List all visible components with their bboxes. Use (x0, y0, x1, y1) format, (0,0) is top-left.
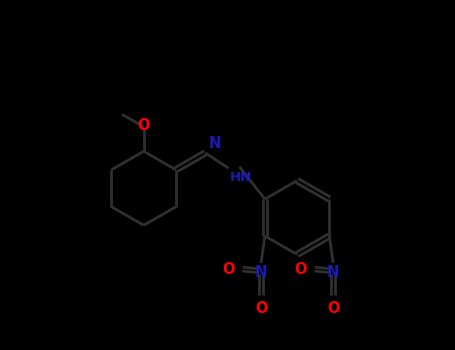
Text: N: N (208, 135, 221, 150)
Text: HN: HN (230, 170, 253, 184)
Text: O: O (294, 262, 307, 276)
Text: O: O (222, 262, 235, 276)
Text: N: N (327, 265, 339, 280)
Text: O: O (327, 301, 339, 316)
Text: N: N (255, 265, 267, 280)
Text: O: O (255, 301, 267, 316)
Text: O: O (137, 118, 150, 133)
